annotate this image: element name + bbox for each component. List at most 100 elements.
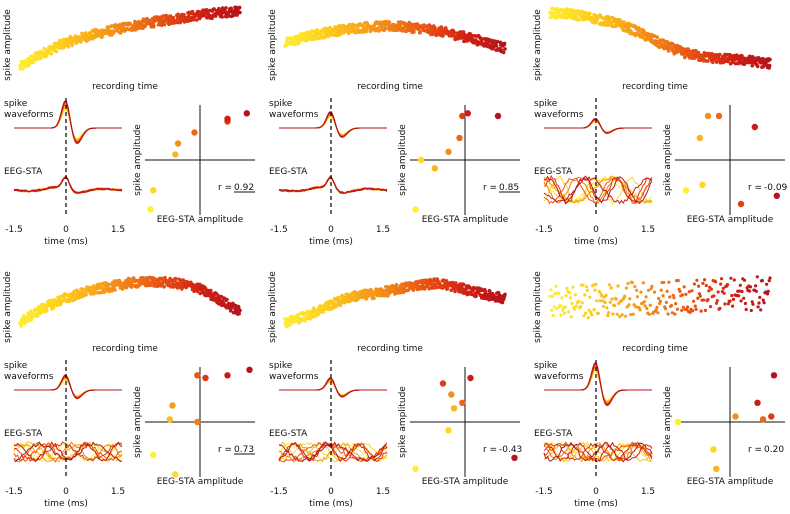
amplitude-point (702, 298, 706, 302)
amplitude-point (619, 19, 623, 24)
amplitude-point (577, 18, 581, 22)
tick-zero: 0 (593, 225, 599, 235)
amplitude-point (729, 276, 733, 280)
label-eeg-sta: EEG-STA (269, 167, 308, 177)
tick-pos: 1.5 (111, 487, 125, 497)
scatter-point (464, 110, 471, 117)
amplitude-point (672, 296, 676, 300)
amplitude-point (591, 283, 595, 287)
amplitude-point (29, 317, 34, 322)
amplitude-point (442, 31, 447, 36)
label-spike: spike (4, 361, 28, 371)
amplitude-point (675, 50, 680, 54)
label-eeg-sta: EEG-STA (269, 429, 308, 439)
amplitude-point (704, 283, 708, 288)
amplitude-point (712, 294, 716, 298)
amplitude-point (768, 57, 772, 62)
ylabel-spike-amplitude: spike amplitude (268, 271, 278, 343)
amplitude-time-plot: spike amplitude recording time (533, 6, 772, 92)
amplitude-point (658, 299, 663, 303)
amplitude-point (501, 50, 506, 55)
correlation-value: 0.20 (764, 445, 784, 455)
sta-trace (543, 176, 653, 205)
amplitude-point (683, 55, 687, 60)
amplitude-point (237, 311, 241, 316)
amplitude-point (585, 288, 590, 292)
scatter-ylabel: spike amplitude (663, 386, 673, 458)
amplitude-point (41, 302, 46, 307)
amplitude-point (461, 282, 466, 287)
amplitude-point (721, 286, 725, 290)
correlation-value: -0.09 (764, 183, 788, 193)
amplitude-point (644, 295, 648, 299)
amplitude-point (552, 305, 556, 309)
amplitude-point (334, 304, 339, 309)
amplitude-point (684, 292, 688, 296)
tick-zero: 0 (63, 487, 69, 497)
amplitude-point (645, 306, 649, 310)
amplitude-point (768, 276, 772, 280)
sta-trace (278, 442, 388, 462)
amplitude-point (555, 307, 559, 311)
amplitude-point (214, 296, 218, 300)
ylabel-spike-amplitude: spike amplitude (268, 9, 278, 81)
amplitude-point (755, 64, 760, 69)
scatter-point (439, 380, 447, 387)
amplitude-point (556, 291, 561, 295)
correlation-value: -0.43 (499, 445, 522, 455)
scatter-point (445, 427, 452, 434)
scatter-xlabel: EEG-STA amplitude (422, 215, 509, 225)
xlabel-recording-time: recording time (357, 82, 423, 92)
scatter-point (191, 129, 198, 136)
amplitude-point (152, 24, 156, 28)
scatter-point (768, 413, 775, 420)
amplitude-point (765, 282, 769, 286)
amplitude-point (550, 294, 555, 298)
amplitude-point (601, 304, 606, 308)
scatter-point (754, 399, 761, 406)
amplitude-point (558, 303, 562, 307)
amplitude-point (564, 294, 568, 298)
scatter-point (166, 416, 173, 423)
amplitude-point (624, 286, 629, 290)
waveform-trace (279, 377, 387, 398)
amplitude-point (671, 293, 675, 297)
amplitude-point (638, 308, 642, 312)
amplitude-point (682, 285, 686, 289)
amplitude-point (756, 305, 760, 309)
amplitude-point (667, 280, 671, 284)
scatter-point (174, 140, 182, 147)
amplitude-point (309, 29, 314, 33)
sta-trace (543, 441, 653, 463)
amplitude-point (573, 293, 578, 297)
amplitude-point (693, 304, 697, 308)
amplitude-point (321, 310, 326, 314)
amplitude-point (731, 60, 735, 64)
scatter-point (751, 123, 758, 131)
sta-trace (543, 175, 653, 205)
amplitude-point (630, 281, 635, 285)
amplitude-point (748, 289, 752, 293)
amplitude-point (454, 281, 458, 285)
scatter-ylabel: spike amplitude (398, 386, 408, 458)
amplitude-point (474, 294, 479, 298)
correlation-value: 0.73 (234, 445, 254, 455)
amplitude-point (634, 305, 638, 309)
correlation-label: r = (483, 183, 497, 193)
amplitude-point (583, 293, 587, 297)
amplitude-point (483, 289, 488, 294)
tick-neg: -1.5 (5, 225, 23, 235)
amplitude-point (577, 299, 581, 303)
amplitude-point (757, 301, 761, 305)
amplitude-point (190, 9, 195, 14)
amplitude-point (641, 35, 645, 40)
correlation-value: 0.92 (234, 183, 254, 193)
ylabel-spike-amplitude: spike amplitude (533, 9, 543, 81)
amplitude-point (452, 30, 456, 35)
amplitude-point (716, 290, 720, 294)
amplitude-point (503, 47, 507, 51)
amplitude-point (703, 308, 708, 312)
amplitude-point (766, 289, 770, 293)
